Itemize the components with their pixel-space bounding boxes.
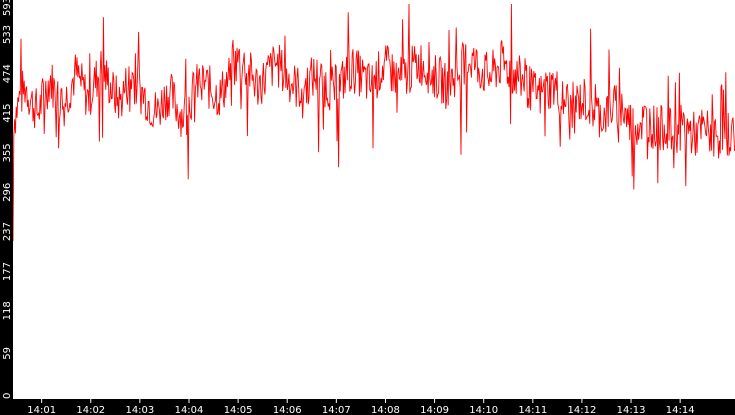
y-tick-label: 355 xyxy=(2,143,13,162)
x-tick-label: 14:08 xyxy=(371,405,400,415)
x-tick-label: 14:12 xyxy=(568,405,597,415)
x-tick-label: 14:11 xyxy=(518,405,547,415)
x-tick-label: 14:10 xyxy=(469,405,498,415)
series-line xyxy=(12,3,735,242)
y-tick-label: 296 xyxy=(2,183,13,202)
x-tick-label: 14:01 xyxy=(27,405,56,415)
x-tick-label: 14:02 xyxy=(76,405,105,415)
x-tick-label: 14:06 xyxy=(273,405,302,415)
y-tick-label: 415 xyxy=(2,103,13,122)
x-tick-label: 14:03 xyxy=(125,405,154,415)
x-axis-band xyxy=(0,399,735,415)
x-tick-label: 14:05 xyxy=(224,405,253,415)
x-tick-label: 14:04 xyxy=(175,405,204,415)
y-tick-label: 593 xyxy=(2,0,13,16)
x-tick-label: 14:13 xyxy=(617,405,646,415)
y-axis-band xyxy=(0,0,13,399)
y-tick-label: 118 xyxy=(2,301,13,320)
y-tick-label: 59 xyxy=(2,347,13,360)
y-tick-label: 237 xyxy=(2,222,13,241)
y-tick-label: 0 xyxy=(2,393,13,399)
x-axis-ticks: 14:01 14:02 14:03 14:04 14:05 14:06 14:07 14:08… xyxy=(27,399,695,415)
y-tick-label: 533 xyxy=(2,25,13,44)
y-tick-label: 474 xyxy=(2,64,13,83)
y-tick-label: 177 xyxy=(2,262,13,281)
x-tick-label: 14:07 xyxy=(322,405,351,415)
x-tick-label: 14:14 xyxy=(666,405,695,415)
series-layer xyxy=(12,3,735,242)
x-tick-label: 14:09 xyxy=(420,405,449,415)
y-axis-ticks: 0 59 118 177 237 296 355 415 474 533 593 xyxy=(2,0,13,399)
